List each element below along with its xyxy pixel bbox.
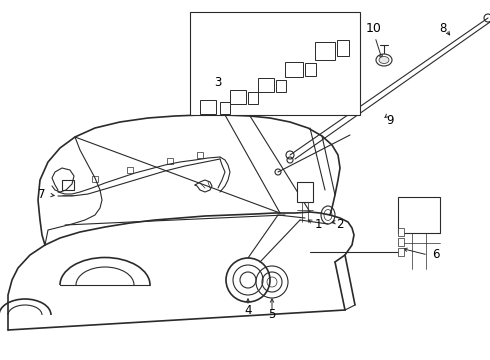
Text: 5: 5 (269, 309, 276, 321)
Text: 4: 4 (244, 303, 252, 316)
Bar (315, 42, 335, 60)
Ellipse shape (379, 57, 389, 63)
Bar (92, 176, 98, 182)
Bar (305, 63, 316, 76)
Bar (398, 197, 440, 233)
Bar (297, 182, 313, 202)
Bar (127, 167, 133, 173)
Bar (62, 180, 74, 190)
Bar (398, 238, 404, 246)
Bar (197, 152, 203, 158)
Text: 6: 6 (432, 248, 440, 261)
Text: 9: 9 (386, 113, 394, 126)
Bar (248, 92, 258, 104)
Bar (200, 100, 216, 114)
Bar (276, 80, 286, 92)
Bar (285, 62, 303, 77)
Bar (258, 78, 274, 92)
Bar (398, 228, 404, 236)
Bar (220, 102, 230, 114)
Bar (337, 40, 349, 56)
Text: 2: 2 (336, 219, 344, 231)
Bar (398, 248, 404, 256)
Bar (190, 12, 360, 115)
Bar (167, 158, 173, 164)
Text: 7: 7 (38, 189, 46, 202)
Text: 1: 1 (314, 219, 322, 231)
Text: 3: 3 (214, 76, 221, 89)
Text: 10: 10 (366, 22, 382, 35)
Bar (230, 90, 246, 104)
Text: 8: 8 (440, 22, 447, 35)
